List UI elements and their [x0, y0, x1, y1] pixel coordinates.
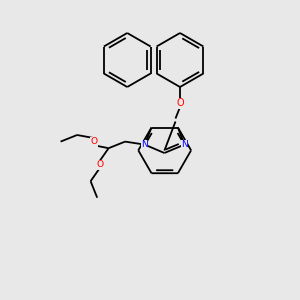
Text: O: O: [176, 98, 184, 109]
Text: O: O: [96, 160, 103, 169]
Text: N: N: [181, 140, 188, 149]
Text: N: N: [141, 140, 148, 149]
Text: O: O: [90, 137, 97, 146]
